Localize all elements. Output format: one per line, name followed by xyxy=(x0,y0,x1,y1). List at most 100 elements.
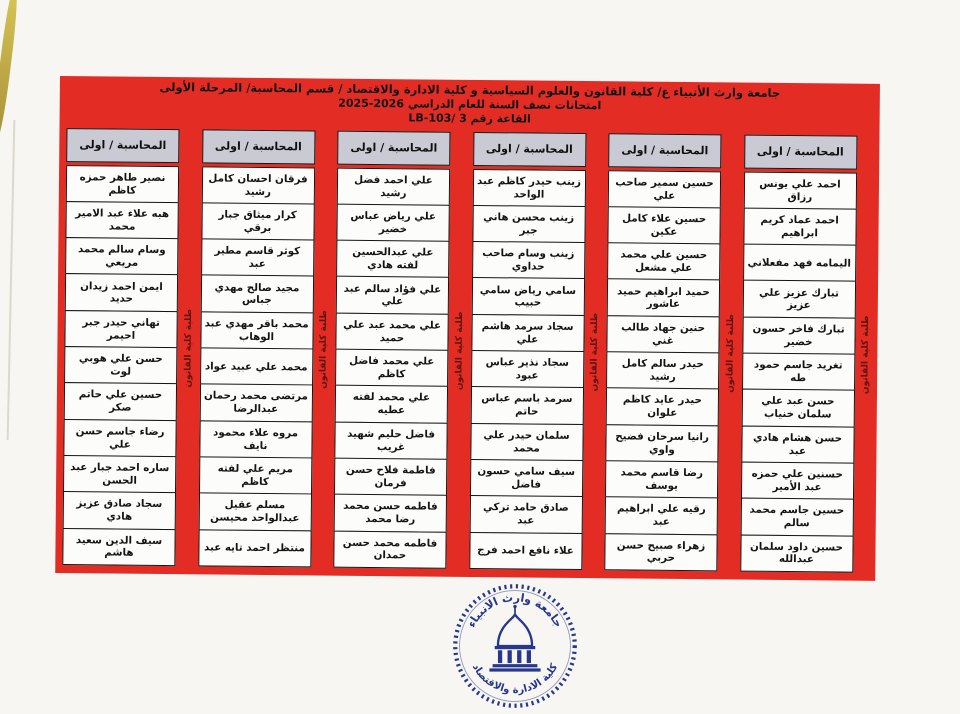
student-name-cell: تبارك فاخر حسون خضير xyxy=(741,316,856,356)
student-name-cell: سجاد صادق عزيز هادي xyxy=(62,491,177,531)
exam-seating-board: جامعة وارث الأنبياء ع/ كلية القانون والع… xyxy=(55,76,880,581)
student-name-cell: محمد علي عبيد عواد xyxy=(199,347,313,387)
student-name-list: علي احمد فضل رشيد علي رياض عباس خضير علي ع… xyxy=(333,167,451,570)
student-name-cell: زينب محسن هاني جبر xyxy=(471,204,586,244)
student-name-cell: تبارك عزيز علي عزيز xyxy=(742,279,856,320)
university-logo: جامعة وارث الانبياء كلية الادارة والاقتص… xyxy=(450,582,580,710)
student-name-cell: سيف سامي حسون فاضل xyxy=(469,458,583,498)
exam-column: المحاسبة / اولى زينب حيدر كاظم عبد الواحد… xyxy=(468,131,586,571)
student-name-cell: علي احمد فضل رشيد xyxy=(336,167,451,207)
column-header: المحاسبة / اولى xyxy=(472,131,586,167)
student-name-cell: سجاد نذير عباس عبود xyxy=(470,349,584,390)
student-name-cell: هبه علاء عبد الامير محمد xyxy=(65,200,179,240)
exam-column: المحاسبة / اولى علي احمد فضل رشيد علي رياض… xyxy=(333,130,451,570)
student-name-cell: زهراء صبيح حسن حربي xyxy=(604,532,718,572)
student-name-cell: رقيه علي ابراهيم عبد xyxy=(604,496,718,536)
student-name-cell: حسين سمير صاحب علي xyxy=(607,169,722,209)
column-header: المحاسبة / اولى xyxy=(608,132,722,168)
law-college-strip: طلبة كلية القانون xyxy=(853,135,880,573)
student-name-cell: حسن عبد علي سلمان خنياب xyxy=(741,388,855,428)
university-logo-emblem: جامعة وارث الانبياء كلية الادارة والاقتص… xyxy=(453,584,577,708)
student-name-cell: حميد ابراهيم حميد عاشور xyxy=(606,278,721,318)
student-name-cell: كوثر قاسم مطير عبد xyxy=(200,238,314,278)
student-name-cell: سرمد باسم عباس حاتم xyxy=(470,386,584,426)
student-name-cell: زينب وسام صاحب حداوي xyxy=(471,241,585,281)
law-college-strip: طلبة كلية القانون xyxy=(582,133,609,571)
student-name-cell: سامي رياض سامي حبيب xyxy=(471,277,585,317)
student-name-cell: علي فؤاد سالم عبد علي xyxy=(335,276,450,316)
student-name-cell: محمد باقر مهدي عبد الوهاب xyxy=(199,311,314,351)
student-name-cell: حسين جاسم محمد سالم xyxy=(740,497,854,537)
student-name-cell: ايمن احمد زيدان حديد xyxy=(64,273,179,313)
student-name-cell: مريم علي لفته كاظم xyxy=(198,456,312,496)
student-name-cell: اليمامه فهد مفعلاني xyxy=(742,243,856,283)
student-name-cell: زينب حيدر كاظم عبد الواحد xyxy=(472,168,586,208)
column-header: المحاسبة / اولى xyxy=(743,134,857,170)
law-college-strip: طلبة كلية القانون xyxy=(311,130,338,568)
student-name-cell: فاطمة فلاح حسن فرمان xyxy=(333,457,448,497)
exam-column: المحاسبة / اولى فرقان احسان كامل رشيد كرار… xyxy=(197,128,315,568)
student-name-cell: نصير طاهر حمزه كاظم xyxy=(65,164,180,204)
dome-icon xyxy=(489,604,541,672)
student-name-cell: فاضل حليم شهيد غريب xyxy=(334,421,448,461)
student-name-cell: فاطمه حسن محمد رضا محمد xyxy=(333,493,447,533)
student-name-cell: منتظر احمد تايه عبد xyxy=(197,528,312,568)
student-name-cell: حنين جهاد طالب غني xyxy=(606,314,720,355)
student-name-cell: فاطمه محمد حسن حمدان xyxy=(333,530,447,570)
student-name-cell: علي محمد عبد علي حميد xyxy=(335,312,449,352)
student-name-cell: حسين علي محمد علي مشعل xyxy=(607,242,721,282)
logo-beaded-ring xyxy=(453,584,577,708)
law-college-strip: طلبة كلية القانون xyxy=(175,129,202,567)
student-name-cell: حسن علي هوبي لوت xyxy=(64,346,178,386)
exam-column: المحاسبة / اولى احمد علي يونس رزاق احمد عم… xyxy=(739,134,857,574)
column-header: المحاسبة / اولى xyxy=(201,128,315,164)
law-college-strip-label: طلبة كلية القانون xyxy=(589,312,601,392)
student-name-cell: حسين داود سلمان عبدالله xyxy=(739,534,854,574)
law-college-strip-label: طلبة كلية القانون xyxy=(183,308,195,388)
student-name-cell: سجاد سرمد هاشم علي xyxy=(470,313,585,353)
student-name-cell: علاء نافع احمد فرج xyxy=(468,531,583,571)
student-name-cell: احمد علي يونس رزاق xyxy=(743,171,857,211)
student-name-list: حسين سمير صاحب علي حسين علاء كامل عكين حسي… xyxy=(604,169,722,572)
paper-crease xyxy=(6,120,16,440)
law-college-strip-label: طلبة كلية القانون xyxy=(725,313,736,393)
student-name-cell: وسام سالم محمد مريعي xyxy=(65,237,179,277)
student-name-list: احمد علي يونس رزاق احمد عماد كريم ابراهيم… xyxy=(739,171,857,574)
student-name-cell: سلمان حيدر علي محمد xyxy=(469,422,584,462)
student-name-cell: مسلم عقيل عبدالواحد محيسن xyxy=(198,492,312,532)
student-name-cell: احمد عماد كريم ابراهيم xyxy=(742,207,857,247)
student-name-cell: صادق حامد تركي عبد xyxy=(469,495,583,535)
student-name-cell: علي رياض عباس خضير xyxy=(336,203,450,243)
exam-column: المحاسبة / اولى حسين سمير صاحب علي حسين عل… xyxy=(604,132,722,572)
student-name-cell: سيف الدين سعيد هاشم xyxy=(62,527,176,567)
exam-column: المحاسبة / اولى نصير طاهر حمزه كاظم هبه عل… xyxy=(62,127,180,567)
column-header: المحاسبة / اولى xyxy=(337,130,451,166)
student-name-cell: حيدر عايد كاظم علوان xyxy=(605,387,720,427)
student-name-cell: حسنين علي حمزه عبد الأمير xyxy=(740,461,854,501)
student-name-cell: حسين علي حاتم صكر xyxy=(63,382,178,422)
student-name-cell: مجيد صالح مهدي جباس xyxy=(200,274,314,314)
student-name-cell: رضا قاسم محمد يوسف xyxy=(604,460,719,500)
logo-inner-ring xyxy=(459,590,571,702)
student-name-cell: علي محمد فاضل كاظم xyxy=(335,348,449,388)
student-name-cell: علي محمد لفته عطيه xyxy=(334,384,449,425)
law-college-strip: طلبة كلية القانون xyxy=(446,131,473,569)
student-name-cell: كرار ميثاق جبار برقي xyxy=(200,202,315,242)
student-name-cell: حسين علاء كامل عكين xyxy=(607,206,721,246)
student-name-list: فرقان احسان كامل رشيد كرار ميثاق جبار برق… xyxy=(197,165,315,568)
photo-edge-artifact xyxy=(0,0,21,142)
board-title: جامعة وارث الأنبياء ع/ كلية القانون والع… xyxy=(60,79,880,130)
student-name-cell: مرتضى محمد رحمان عبدالرضا xyxy=(199,383,313,423)
student-name-list: زينب حيدر كاظم عبد الواحد زينب محسن هاني … xyxy=(468,168,586,571)
law-college-strip-label: طلبة كلية القانون xyxy=(318,309,330,389)
column-header: المحاسبة / اولى xyxy=(66,127,180,163)
student-name-cell: علي عبدالحسين لفته هادي xyxy=(336,239,450,279)
student-name-cell: تغريد جاسم حمود طه xyxy=(741,352,855,392)
student-name-cell: رضاء جاسم حسن علي xyxy=(63,418,177,458)
student-name-cell: ساره احمد جبار عبد الحسن xyxy=(62,454,177,495)
student-name-cell: مروه علاء محمود نايف xyxy=(198,419,313,460)
student-name-list: نصير طاهر حمزه كاظم هبه علاء عبد الامير م… xyxy=(62,164,180,567)
law-college-strip-label: طلبة كلية القانون xyxy=(860,314,872,394)
student-name-cell: فرقان احسان كامل رشيد xyxy=(201,165,315,205)
student-name-cell: رانيا سرحان فضيح واوي xyxy=(605,423,719,463)
